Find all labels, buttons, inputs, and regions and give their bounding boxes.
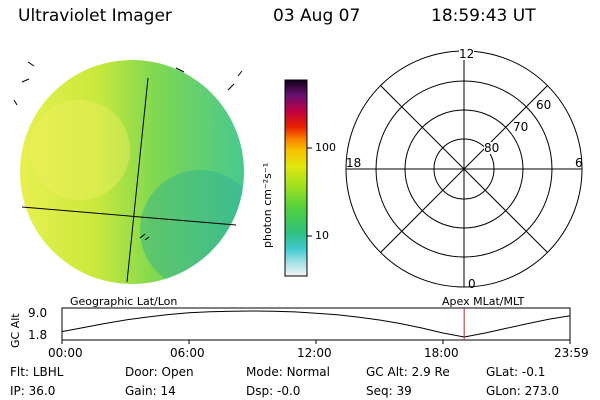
meridian-line xyxy=(126,77,149,283)
app-title: Ultraviolet Imager xyxy=(18,6,172,26)
orbit-xtick-1: 06:00 xyxy=(170,346,205,360)
uv-image xyxy=(13,60,244,284)
orbit-y-axis-label: GC Alt xyxy=(9,313,22,348)
lat-label-70: 70 xyxy=(513,120,529,134)
mlt-label-0: 0 xyxy=(468,277,476,291)
colorbar-unit-label: photon cm⁻²s⁻¹ xyxy=(261,162,274,248)
lat-label-60: 60 xyxy=(536,98,552,112)
date-label: 03 Aug 07 xyxy=(273,6,361,26)
status-ip: IP: 36.0 xyxy=(10,384,56,398)
orbit-xtick-2: 12:00 xyxy=(297,346,332,360)
status-gain: Gain: 14 xyxy=(125,384,176,398)
colorbar-scale xyxy=(284,79,308,277)
earth-disk xyxy=(20,60,244,284)
status-door: Door: Open xyxy=(125,365,194,379)
mlt-label-6: 6 xyxy=(575,156,583,170)
orbit-ytick-min: 1.8 xyxy=(28,328,48,342)
status-mode: Mode: Normal xyxy=(246,365,330,379)
status-flt: Flt: LBHL xyxy=(10,365,64,379)
equator-line xyxy=(21,206,237,226)
lat-label-80: 80 xyxy=(484,141,500,155)
polar-plot xyxy=(345,50,583,288)
colorbar-tick-100: 100 xyxy=(315,141,336,154)
geographic-label: Geographic Lat/Lon xyxy=(70,295,178,308)
status-glon: GLon: 273.0 xyxy=(486,384,559,398)
orbit-xtick-4: 23:59 xyxy=(554,346,589,360)
colorbar xyxy=(284,79,312,277)
colorbar-tick-10: 10 xyxy=(315,229,329,242)
orbit-xtick-0: 00:00 xyxy=(48,346,83,360)
time-label: 18:59:43 UT xyxy=(431,6,536,26)
status-glat: GLat: -0.1 xyxy=(486,365,546,379)
orbit-altitude-line xyxy=(61,310,571,338)
orbit-ytick-max: 9.0 xyxy=(28,306,48,320)
limb-marks xyxy=(13,61,243,241)
orbit-xtick-3: 18:00 xyxy=(424,346,459,360)
orbit-plot xyxy=(61,307,571,344)
status-gc-alt: GC Alt: 2.9 Re xyxy=(366,365,450,379)
mlt-label-12: 12 xyxy=(459,47,475,61)
mlt-label-18: 18 xyxy=(346,156,362,170)
apex-label: Apex MLat/MLT xyxy=(442,295,525,308)
status-dsp: Dsp: -0.0 xyxy=(246,384,301,398)
status-seq: Seq: 39 xyxy=(366,384,412,398)
